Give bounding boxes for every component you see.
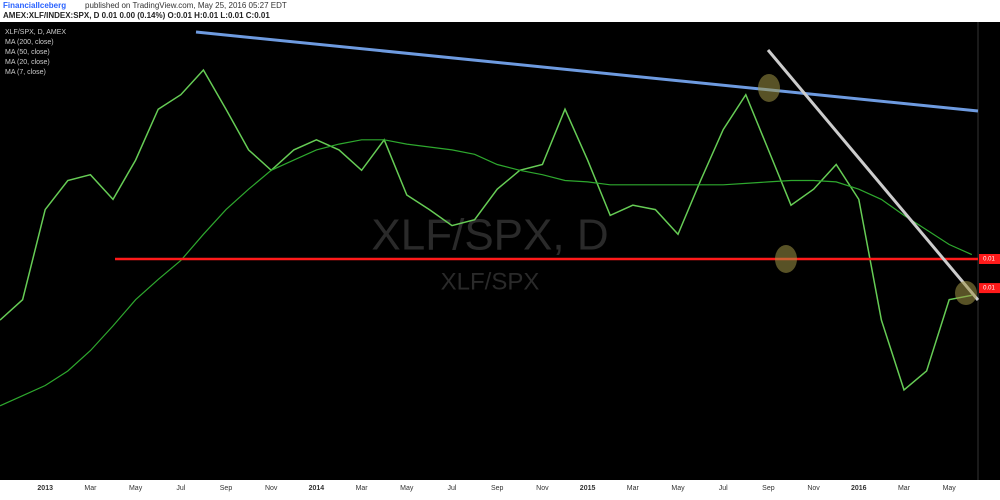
price-label: 0.01: [983, 257, 995, 263]
x-tick-label: 2013: [37, 485, 53, 492]
x-tick-label: Jul: [176, 485, 185, 492]
x-tick-label: Nov: [265, 485, 278, 492]
x-tick-label: Sep: [762, 485, 775, 492]
x-tick-label: Jul: [719, 485, 728, 492]
legend-entry: MA (20, close): [5, 59, 50, 66]
x-tick-label: Mar: [84, 485, 97, 492]
x-tick-label: May: [129, 485, 143, 492]
quote: AMEX:XLF/INDEX:SPX, D 0.01 0.00 (0.14%) …: [3, 11, 270, 20]
x-tick-label: Sep: [220, 485, 233, 492]
x-axis-bg: [0, 480, 1000, 495]
highlight: [955, 281, 977, 305]
x-tick-label: May: [943, 485, 957, 492]
x-tick-label: 2014: [309, 485, 325, 492]
trendline: [195, 30, 979, 113]
highlight: [758, 74, 780, 102]
plot-bg: [0, 22, 1000, 480]
x-tick-label: Mar: [356, 485, 369, 492]
x-tick-label: Mar: [627, 485, 640, 492]
watermark-sub: XLF/SPX: [441, 268, 540, 295]
legend-entry: MA (200, close): [5, 39, 54, 46]
x-tick-label: May: [671, 485, 685, 492]
price-label-bg: [979, 253, 1000, 264]
price-label-bg: [979, 283, 1000, 294]
author[interactable]: FinancialIceberg: [3, 1, 66, 10]
published: published on TradingView.com, May 25, 20…: [85, 1, 287, 10]
x-tick-label: Nov: [807, 485, 820, 492]
x-tick-label: Jul: [448, 485, 457, 492]
legend-entry: MA (7, close): [5, 69, 46, 76]
x-tick-label: Sep: [491, 485, 504, 492]
x-tick-label: 2015: [580, 485, 596, 492]
price-line: [0, 68, 972, 392]
legend-entry: MA (50, close): [5, 49, 50, 56]
x-tick-label: Mar: [898, 485, 911, 492]
header-bg: [0, 0, 1000, 22]
trendline: [766, 49, 980, 301]
legend-entry: XLF/SPX, D, AMEX: [5, 29, 66, 36]
highlight: [775, 245, 797, 273]
price-label: 0.01: [983, 286, 995, 292]
x-tick-label: 2016: [851, 485, 867, 492]
x-tick-label: Nov: [536, 485, 549, 492]
watermark: XLF/SPX, D: [371, 211, 608, 260]
x-tick-label: May: [400, 485, 414, 492]
ma-line: [0, 139, 973, 407]
